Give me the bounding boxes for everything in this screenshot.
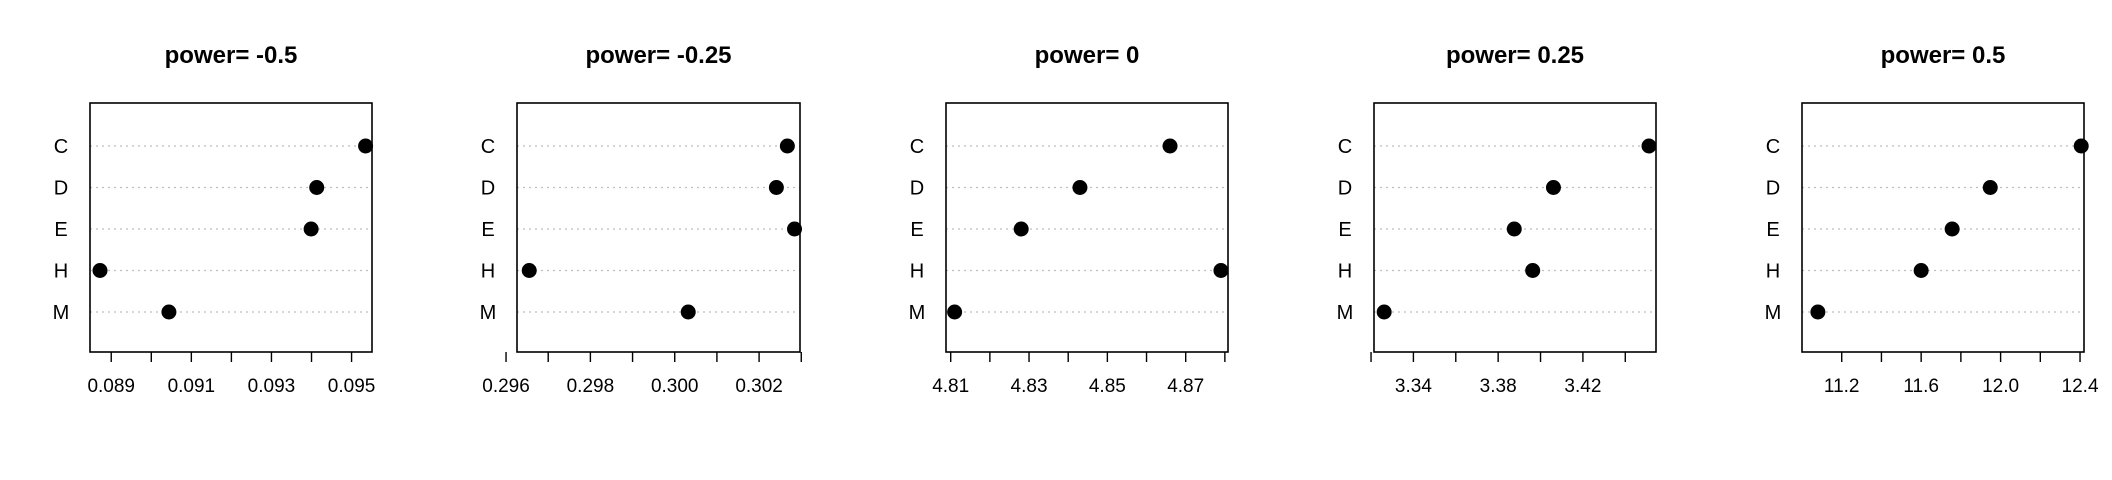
panel-5-point-M: [1810, 304, 1826, 320]
panel-4-tick-label-1: 3.34: [1395, 376, 1432, 397]
panel-5-point-D: [1982, 180, 1998, 195]
panel-4-point-M: [1376, 304, 1392, 320]
panel-4-category-label-C: C: [1338, 136, 1352, 158]
panel-4-category-label-D: D: [1338, 178, 1352, 200]
panel-5-category-label-D: D: [1766, 178, 1780, 200]
panel-2-category-label-E: E: [481, 219, 494, 241]
panel-2-point-C: [779, 138, 795, 154]
panel-1-category-label-M: M: [53, 302, 70, 324]
panel-5-category-label-M: M: [1765, 302, 1782, 324]
panel-3-point-D: [1072, 180, 1088, 195]
panel-3-tick-label-6: 4.87: [1167, 376, 1204, 397]
panel-1-point-C: [358, 138, 374, 154]
panel-4-tick-label-3: 3.38: [1480, 376, 1517, 397]
panel-1-point-M: [161, 304, 177, 320]
panel-2-category-label-M: M: [480, 302, 497, 324]
panel-1-tick-label-0: 0.089: [87, 376, 135, 397]
panel-1-category-label-H: H: [54, 261, 68, 283]
panel-1-point-D: [309, 180, 325, 195]
panel-3-point-M: [947, 304, 963, 320]
panel-5-tick-label-6: 12.4: [2062, 376, 2099, 397]
panel-4-point-D: [1545, 180, 1561, 195]
panel-4-point-H: [1525, 263, 1541, 278]
panel-2-category-label-C: C: [481, 136, 495, 158]
panel-5-category-label-E: E: [1766, 219, 1779, 241]
panel-3-point-H: [1213, 263, 1229, 278]
panel-4-category-label-H: H: [1338, 261, 1352, 283]
panel-4-category-label-E: E: [1338, 219, 1351, 241]
panel-1-category-label-E: E: [54, 219, 67, 241]
panel-2-tick-label-0: 0.296: [482, 376, 530, 397]
panel-1-title: power= -0.5: [165, 42, 298, 69]
panel-1-category-label-D: D: [54, 178, 68, 200]
panel-1-tick-label-2: 0.091: [168, 376, 216, 397]
panel-2-point-H: [521, 263, 537, 278]
panel-3-category-label-D: D: [910, 178, 924, 200]
panel-3-category-label-H: H: [910, 261, 924, 283]
panel-1-plot-box: [89, 102, 373, 353]
panel-5-point-E: [1944, 221, 1960, 237]
panel-5-title: power= 0.5: [1881, 42, 2006, 69]
panel-2-tick-label-4: 0.300: [651, 376, 699, 397]
panel-5-tick-label-0: 11.2: [1824, 376, 1860, 397]
panel-2-point-M: [680, 304, 696, 320]
panel-2-tick-label-2: 0.298: [567, 376, 615, 397]
panel-5-point-H: [1913, 263, 1929, 278]
panel-2-plot-box: [516, 102, 801, 353]
panel-2-title: power= -0.25: [585, 42, 731, 69]
panel-4-point-E: [1506, 221, 1522, 237]
panel-5-tick-label-4: 12.0: [1982, 376, 2019, 397]
panel-2-point-D: [768, 180, 784, 195]
panel-2-tick-label-6: 0.302: [735, 376, 783, 397]
panel-2-category-label-D: D: [481, 178, 495, 200]
panel-4-plot-box: [1373, 102, 1657, 353]
panel-4-point-C: [1641, 138, 1657, 154]
panel-5-category-label-C: C: [1766, 136, 1780, 158]
panel-2-category-label-H: H: [481, 261, 495, 283]
panel-3-tick-label-0: 4.81: [932, 376, 969, 397]
panel-1-tick-label-6: 0.095: [328, 376, 376, 397]
panel-5-plot-box: [1801, 102, 2085, 353]
panel-3-category-label-M: M: [909, 302, 926, 324]
panel-1-point-E: [303, 221, 319, 237]
panel-4-title: power= 0.25: [1446, 42, 1584, 69]
panel-3-tick-label-4: 4.85: [1089, 376, 1126, 397]
panel-5-tick-label-2: 11.6: [1903, 376, 1939, 397]
panel-3-category-label-E: E: [910, 219, 923, 241]
panel-3-tick-label-2: 4.83: [1011, 376, 1048, 397]
panel-2-point-E: [787, 221, 803, 237]
panel-4-category-label-M: M: [1337, 302, 1354, 324]
panel-5-category-label-H: H: [1766, 261, 1780, 283]
panel-4-tick-label-5: 3.42: [1564, 376, 1601, 397]
panel-3-point-C: [1162, 138, 1178, 154]
panel-5-point-C: [2073, 138, 2089, 154]
panel-3-title: power= 0: [1035, 42, 1140, 69]
panel-3-point-E: [1013, 221, 1029, 237]
panel-1-category-label-C: C: [54, 136, 68, 158]
panel-3-category-label-C: C: [910, 136, 924, 158]
panel-1-point-H: [92, 263, 108, 278]
panel-1-tick-label-4: 0.093: [248, 376, 296, 397]
panel-3-plot-box: [945, 102, 1229, 353]
